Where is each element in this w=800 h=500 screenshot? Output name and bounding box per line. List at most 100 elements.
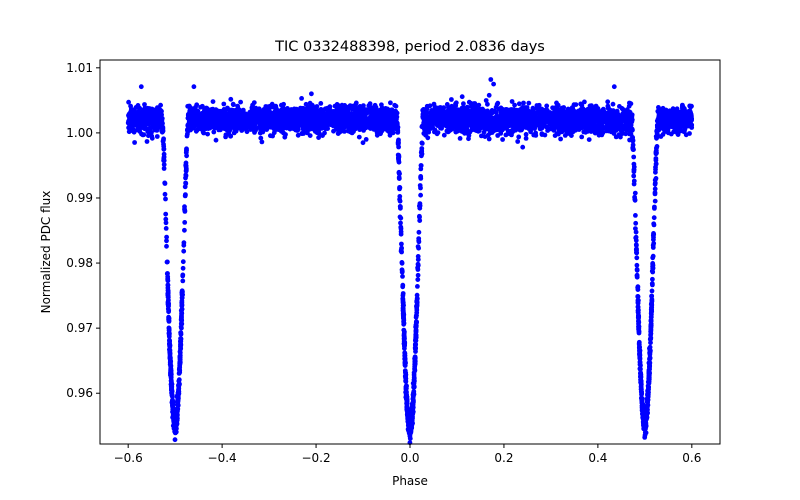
data-point: [161, 158, 167, 164]
data-point: [318, 101, 324, 106]
data-point: [452, 114, 458, 119]
data-point: [332, 103, 338, 109]
data-point: [652, 186, 658, 192]
data-point: [393, 103, 399, 109]
data-point: [369, 123, 375, 128]
data-point: [689, 103, 694, 109]
data-point: [653, 150, 659, 156]
data-point: [398, 224, 404, 230]
data-point: [655, 134, 661, 139]
data-point: [660, 132, 666, 137]
data-point: [368, 105, 373, 110]
data-point: [396, 153, 402, 158]
data-point: [627, 109, 633, 115]
data-point: [498, 109, 504, 115]
data-point: [651, 241, 657, 246]
data-point: [489, 130, 495, 135]
data-point: [581, 129, 587, 135]
data-point: [268, 133, 273, 139]
data-point: [251, 122, 257, 128]
data-point: [181, 248, 187, 254]
data-point: [349, 104, 355, 110]
data-point: [323, 106, 328, 112]
data-point: [322, 130, 327, 136]
data-point: [399, 260, 405, 265]
data-point: [388, 100, 393, 106]
data-point: [373, 121, 379, 127]
data-point: [606, 128, 612, 134]
data-point: [200, 129, 206, 135]
data-point: [476, 102, 482, 108]
data-point: [180, 273, 186, 279]
data-point: [516, 101, 522, 107]
data-point: [562, 133, 568, 138]
data-point: [317, 131, 322, 137]
data-point: [439, 125, 444, 131]
data-point: [135, 103, 141, 108]
data-point: [416, 245, 421, 251]
data-point: [156, 105, 162, 111]
data-point: [162, 191, 168, 197]
data-point: [415, 267, 421, 272]
data-point: [194, 102, 200, 108]
data-point: [554, 115, 560, 121]
data-point: [237, 107, 242, 113]
data-point: [272, 111, 278, 116]
data-point: [128, 110, 134, 116]
data-point: [494, 110, 499, 115]
chart-title: TIC 0332488398, period 2.0836 days: [274, 39, 545, 55]
data-point: [482, 134, 488, 140]
data-point: [634, 274, 640, 280]
data-point: [431, 114, 437, 120]
data-point: [689, 125, 695, 130]
data-point: [397, 185, 403, 190]
data-point: [161, 141, 166, 147]
data-point: [400, 274, 405, 279]
data-point: [561, 105, 567, 110]
data-point: [634, 255, 640, 261]
data-point: [247, 109, 253, 115]
data-point: [680, 106, 685, 111]
data-point: [633, 229, 639, 235]
data-point: [652, 180, 658, 186]
data-point: [531, 132, 537, 138]
data-point: [484, 110, 490, 115]
data-point: [370, 115, 376, 121]
data-point: [633, 247, 639, 252]
data-point: [650, 245, 656, 250]
data-point: [654, 128, 660, 134]
data-point: [163, 220, 169, 226]
data-point: [432, 127, 438, 133]
data-point: [149, 130, 154, 135]
data-point: [653, 157, 659, 163]
data-point: [181, 242, 187, 248]
data-point: [464, 104, 470, 110]
data-point: [190, 119, 196, 125]
data-point: [394, 120, 400, 126]
data-point: [335, 118, 340, 124]
data-point: [225, 105, 230, 111]
data-point: [301, 131, 306, 136]
data-point: [512, 102, 517, 108]
data-point: [295, 132, 301, 138]
data-point: [667, 112, 673, 118]
data-point: [415, 272, 421, 278]
data-point: [416, 229, 422, 235]
data-point: [668, 131, 674, 137]
data-point: [651, 222, 657, 228]
data-point: [542, 132, 548, 138]
data-point: [172, 437, 178, 443]
data-point: [211, 129, 217, 135]
data-point: [434, 122, 440, 128]
data-point: [630, 138, 636, 144]
data-point: [305, 105, 311, 110]
data-point: [441, 108, 446, 114]
data-point: [610, 101, 616, 107]
data-point: [563, 113, 569, 118]
data-point: [262, 107, 267, 113]
data-point: [285, 108, 291, 114]
data-point: [339, 120, 344, 126]
data-point: [479, 121, 485, 126]
data-point: [327, 107, 333, 113]
data-point: [379, 102, 384, 108]
